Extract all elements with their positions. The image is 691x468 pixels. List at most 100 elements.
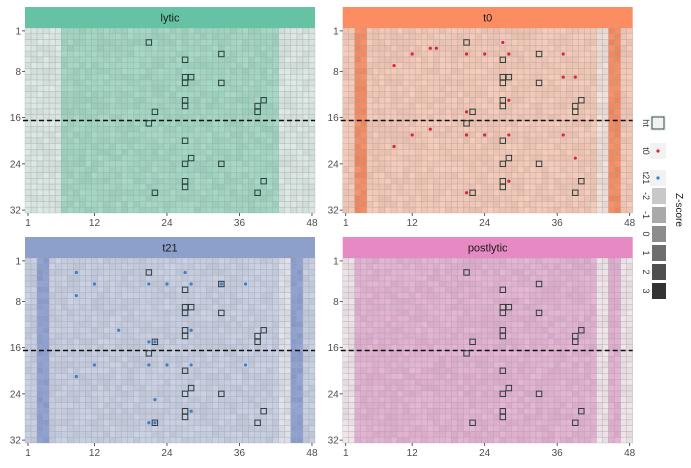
heatmap-cell xyxy=(37,437,43,443)
heatmap-cell xyxy=(421,207,427,213)
heatmap-cell xyxy=(343,132,349,138)
heatmap-cell xyxy=(128,310,134,316)
heatmap-cell xyxy=(397,201,403,207)
heatmap-cell xyxy=(291,144,297,150)
heatmap-cell xyxy=(164,258,170,264)
heatmap-cell xyxy=(249,155,255,161)
heatmap-cell xyxy=(403,34,409,40)
heatmap-cell xyxy=(200,339,206,345)
heatmap-cell xyxy=(609,109,615,115)
heatmap-cell xyxy=(158,207,164,213)
heatmap-cell xyxy=(116,270,122,276)
heatmap-cell xyxy=(182,149,188,155)
heatmap-cell xyxy=(73,103,79,109)
heatmap-cell xyxy=(566,121,572,127)
heatmap-cell xyxy=(122,149,128,155)
heatmap-cell xyxy=(273,109,279,115)
heatmap-cell xyxy=(122,345,128,351)
heatmap-cell xyxy=(470,173,476,179)
heatmap-cell xyxy=(236,298,242,304)
heatmap-cell xyxy=(224,74,230,80)
heatmap-cell xyxy=(134,385,140,391)
heatmap-cell xyxy=(343,184,349,190)
heatmap-cell xyxy=(243,68,249,74)
heatmap-cell xyxy=(279,126,285,132)
heatmap-cell xyxy=(361,397,367,403)
heatmap-cell xyxy=(506,40,512,46)
heatmap-cell xyxy=(85,374,91,380)
heatmap-cell xyxy=(578,196,584,202)
heatmap-cell xyxy=(451,121,457,127)
heatmap-cell xyxy=(98,184,104,190)
heatmap-cell xyxy=(194,115,200,121)
heatmap-cell xyxy=(218,74,224,80)
heatmap-cell xyxy=(85,379,91,385)
heatmap-cell xyxy=(49,264,55,270)
heatmap-cell xyxy=(146,379,152,385)
heatmap-cell xyxy=(451,86,457,92)
heatmap-cell xyxy=(367,138,373,144)
heatmap-cell xyxy=(73,281,79,287)
heatmap-cell xyxy=(61,92,67,98)
heatmap-cell xyxy=(291,316,297,322)
heatmap-cell xyxy=(261,426,267,432)
heatmap-cell xyxy=(206,258,212,264)
heatmap-cell xyxy=(146,144,152,150)
heatmap-cell xyxy=(146,45,152,51)
heatmap-cell xyxy=(224,403,230,409)
heatmap-cell xyxy=(37,207,43,213)
heatmap-cell xyxy=(122,426,128,432)
heatmap-cell xyxy=(627,45,633,51)
heatmap-cell xyxy=(110,190,116,196)
heatmap-cell xyxy=(170,397,176,403)
heatmap-cell xyxy=(164,80,170,86)
heatmap-cell xyxy=(206,161,212,167)
heatmap-cell xyxy=(73,379,79,385)
heatmap-cell xyxy=(609,138,615,144)
heatmap-cell xyxy=(566,144,572,150)
heatmap-cell xyxy=(349,173,355,179)
heatmap-cell xyxy=(37,293,43,299)
heatmap-cell xyxy=(261,28,267,34)
heatmap-cell xyxy=(457,155,463,161)
heatmap-cell xyxy=(349,161,355,167)
heatmap-cell xyxy=(506,45,512,51)
heatmap-cell xyxy=(110,420,116,426)
heatmap-cell xyxy=(194,40,200,46)
heatmap-cell xyxy=(79,258,85,264)
heatmap-cell xyxy=(91,184,97,190)
heatmap-cell xyxy=(297,391,303,397)
heatmap-cell xyxy=(79,126,85,132)
heatmap-cell xyxy=(230,97,236,103)
heatmap-cell xyxy=(596,126,602,132)
heatmap-cell xyxy=(194,431,200,437)
heatmap-cell xyxy=(427,167,433,173)
heatmap-cell xyxy=(367,103,373,109)
heatmap-cell xyxy=(249,45,255,51)
heatmap-cell xyxy=(146,287,152,293)
heatmap-cell xyxy=(110,391,116,397)
heatmap-cell xyxy=(49,28,55,34)
heatmap-cell xyxy=(67,293,73,299)
heatmap-cell xyxy=(415,80,421,86)
heatmap-cell xyxy=(279,391,285,397)
heatmap-cell xyxy=(37,28,43,34)
heatmap-cell xyxy=(261,293,267,299)
heatmap-cell xyxy=(285,51,291,57)
heatmap-cell xyxy=(158,275,164,281)
heatmap-cell xyxy=(194,304,200,310)
heatmap-cell xyxy=(140,34,146,40)
heatmap-cell xyxy=(110,426,116,432)
heatmap-cell xyxy=(37,40,43,46)
heatmap-cell xyxy=(530,207,536,213)
heatmap-cell xyxy=(267,115,273,121)
heatmap-cell xyxy=(273,138,279,144)
heatmap-cell xyxy=(476,51,482,57)
heatmap-cell xyxy=(188,287,194,293)
heatmap-cell xyxy=(176,80,182,86)
heatmap-cell xyxy=(61,403,67,409)
heatmap-cell xyxy=(49,207,55,213)
heatmap-cell xyxy=(464,155,470,161)
heatmap-cell xyxy=(73,28,79,34)
heatmap-cell xyxy=(98,126,104,132)
